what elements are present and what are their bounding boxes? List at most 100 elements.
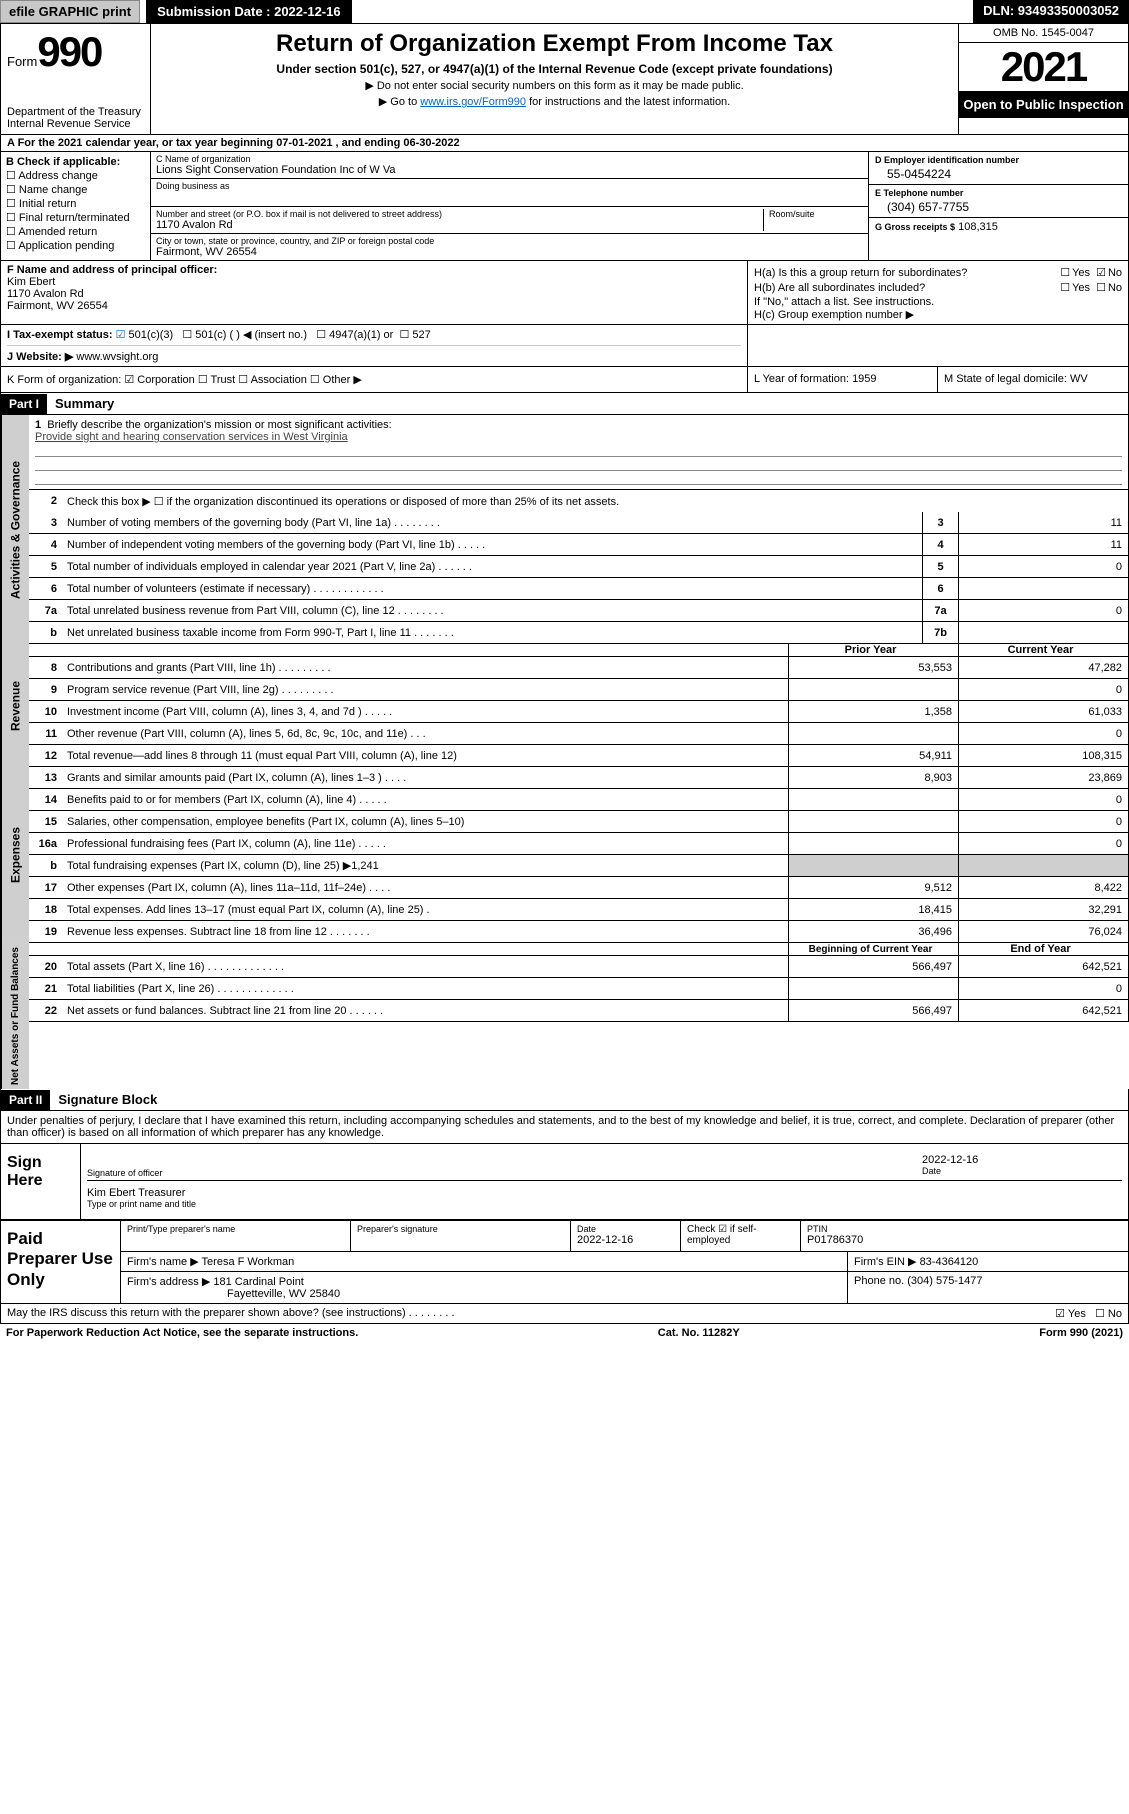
discuss-yes[interactable]: ☑ Yes [1055,1308,1086,1320]
chk-final-return[interactable]: Final return/terminated [6,211,145,224]
form-footer: Form 990 (2021) [1039,1327,1123,1339]
col-b-checkboxes: B Check if applicable: Address change Na… [1,152,151,260]
footer-row: For Paperwork Reduction Act Notice, see … [0,1324,1129,1342]
gov-line-3: 3Number of voting members of the governi… [29,512,1129,534]
form-number: 990 [37,28,101,76]
row-k-l-m: K Form of organization: ☑ Corporation ☐ … [0,367,1129,393]
sod-label: M State of legal domicile: [944,373,1067,385]
open-public: Open to Public Inspection [959,91,1128,118]
website-label: J Website: ▶ [7,351,73,363]
gov-line-6: 6Total number of volunteers (estimate if… [29,578,1129,600]
row-i-j: I Tax-exempt status: 501(c)(3) ☐ 501(c) … [0,325,1129,367]
gov-line-4: 4Number of independent voting members of… [29,534,1129,556]
vtab-revenue: Revenue [1,644,29,767]
firm-phone-label: Phone no. [854,1275,904,1287]
submission-date: Submission Date : 2022-12-16 [146,0,352,23]
sig-date-value: 2022-12-16 [922,1154,1122,1166]
firm-addr-label: Firm's address ▶ [127,1276,210,1288]
chk-501c3[interactable]: 501(c)(3) [116,329,174,341]
line-9: 9Program service revenue (Part VIII, lin… [29,679,1129,701]
hb-no[interactable]: No [1096,281,1122,294]
line-21: 21Total liabilities (Part X, line 26) . … [29,978,1129,1000]
topbar-left: efile GRAPHIC print Submission Date : 20… [0,0,352,23]
org-name-label: C Name of organization [156,154,863,164]
ha-label: H(a) Is this a group return for subordin… [754,267,1054,279]
part2-title: Signature Block [50,1089,165,1110]
header-left: Form 990 Department of the Treasury Inte… [1,24,151,134]
chk-amended-return[interactable]: Amended return [6,225,145,238]
telephone-value: (304) 657-7755 [875,198,1122,214]
vtab-net-assets: Net Assets or Fund Balances [1,943,29,1089]
chk-527[interactable]: 527 [412,329,430,341]
ein-label: D Employer identification number [875,155,1122,165]
ha-no[interactable]: No [1096,266,1122,279]
irs-link[interactable]: www.irs.gov/Form990 [420,96,526,108]
officer-name: Kim Ebert [7,276,741,288]
org-name: Lions Sight Conservation Foundation Inc … [156,164,863,176]
preparer-sig-label: Preparer's signature [357,1224,564,1234]
line-12: 12Total revenue—add lines 8 through 11 (… [29,745,1129,767]
officer-addr2: Fairmont, WV 26554 [7,300,741,312]
part1-header-row: Part I Summary [0,393,1129,415]
gross-receipts-value: 108,315 [958,221,998,233]
officer-label: F Name and address of principal officer: [7,264,741,276]
chk-initial-return[interactable]: Initial return [6,197,145,210]
irs-label: Internal Revenue Service [7,118,144,130]
chk-address-change[interactable]: Address change [6,169,145,182]
line-10: 10Investment income (Part VIII, column (… [29,701,1129,723]
efile-print-button[interactable]: efile GRAPHIC print [0,0,140,23]
chk-application-pending[interactable]: Application pending [6,239,145,252]
paid-preparer-block: Paid Preparer Use Only Print/Type prepar… [0,1220,1129,1304]
part1-badge: Part I [1,394,47,414]
group-return-section: H(a) Is this a group return for subordin… [748,261,1128,324]
row-f-h: F Name and address of principal officer:… [0,261,1129,325]
firm-phone: (304) 575-1477 [907,1275,982,1287]
line-19: 19Revenue less expenses. Subtract line 1… [29,921,1129,943]
header-middle: Return of Organization Exempt From Incom… [151,24,958,134]
city-label: City or town, state or province, country… [156,236,863,246]
col-prior-year: Prior Year [788,644,958,656]
mission-text: Provide sight and hearing conservation s… [35,431,1122,443]
chk-501c[interactable]: 501(c) ( ) ◀ (insert no.) [195,329,307,341]
gross-receipts-label: G Gross receipts $ [875,222,955,232]
hb-yes[interactable]: Yes [1060,281,1090,294]
self-employed-check[interactable]: Check ☑ if self-employed [681,1221,801,1251]
firm-ein: 83-4364120 [920,1256,979,1268]
ptin-label: PTIN [807,1224,1122,1234]
line-17: 17Other expenses (Part IX, column (A), l… [29,877,1129,899]
form-title: Return of Organization Exempt From Incom… [155,30,954,58]
line-11: 11Other revenue (Part VIII, column (A), … [29,723,1129,745]
tax-status-website: I Tax-exempt status: 501(c)(3) ☐ 501(c) … [1,325,748,366]
chk-name-change[interactable]: Name change [6,183,145,196]
form-header: Form 990 Department of the Treasury Inte… [0,24,1129,135]
omb-number: OMB No. 1545-0047 [959,24,1128,43]
sod-value: WV [1070,373,1088,385]
discuss-text: May the IRS discuss this return with the… [7,1307,455,1320]
part2-badge: Part II [1,1090,50,1110]
line-14: 14Benefits paid to or for members (Part … [29,789,1129,811]
cat-number: Cat. No. 11282Y [658,1327,740,1339]
line-8: 8Contributions and grants (Part VIII, li… [29,657,1129,679]
ha-yes[interactable]: Yes [1060,266,1090,279]
yof-value: 1959 [852,373,876,385]
line-22: 22Net assets or fund balances. Subtract … [29,1000,1129,1022]
col-b-header: B Check if applicable: [6,156,145,168]
section-expenses: Expenses 13Grants and similar amounts pa… [0,767,1129,943]
officer-printed-name: Kim Ebert Treasurer [87,1187,196,1199]
top-bar: efile GRAPHIC print Submission Date : 20… [0,0,1129,24]
discuss-no[interactable]: ☐ No [1095,1308,1122,1320]
hc-label: H(c) Group exemption number ▶ [754,308,1122,321]
chk-4947[interactable]: 4947(a)(1) or [329,329,393,341]
vtab-governance: Activities & Governance [1,415,29,644]
street-address: 1170 Avalon Rd [156,219,763,231]
telephone-label: E Telephone number [875,188,1122,198]
entity-grid: B Check if applicable: Address change Na… [0,152,1129,261]
col-begin-year: Beginning of Current Year [788,943,958,955]
col-current-year: Current Year [958,644,1128,656]
form-subtitle: Under section 501(c), 527, or 4947(a)(1)… [155,62,954,76]
row-ij-right [748,325,1128,366]
line-b: bTotal fundraising expenses (Part IX, co… [29,855,1129,877]
firm-ein-label: Firm's EIN ▶ [854,1256,917,1268]
firm-addr2: Fayetteville, WV 25840 [127,1288,841,1300]
penalty-statement: Under penalties of perjury, I declare th… [1,1111,1128,1144]
